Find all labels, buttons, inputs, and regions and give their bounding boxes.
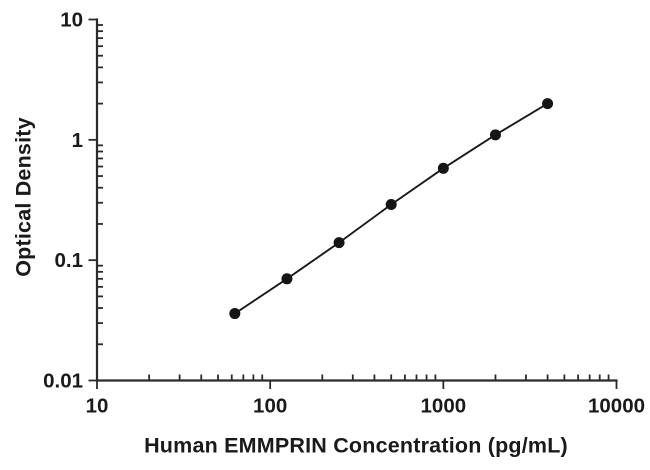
data-point-marker: [229, 308, 241, 320]
y-axis-tick-label: 10: [60, 9, 83, 32]
data-point-marker: [437, 162, 449, 174]
axes-spines: [95, 18, 618, 382]
data-point-marker: [385, 199, 397, 211]
x-axis-tick-label: 10000: [588, 395, 645, 418]
data-point-marker: [489, 129, 501, 141]
x-axis-tick-label: 10: [86, 395, 109, 418]
y-axis-title: Optical Density: [11, 117, 36, 277]
x-axis-title: Human EMMPRIN Concentration (pg/mL): [144, 433, 568, 458]
data-point-marker: [333, 237, 345, 249]
y-axis-tick-label: 0.01: [43, 370, 83, 393]
x-axis-tick-label: 1000: [421, 395, 467, 418]
data-point-marker: [281, 273, 293, 285]
data-point-marker: [542, 98, 554, 110]
y-axis-tick-label: 0.1: [55, 249, 84, 272]
y-axis-tick-label: 1: [72, 129, 83, 152]
x-axis-tick-label: 100: [253, 395, 287, 418]
